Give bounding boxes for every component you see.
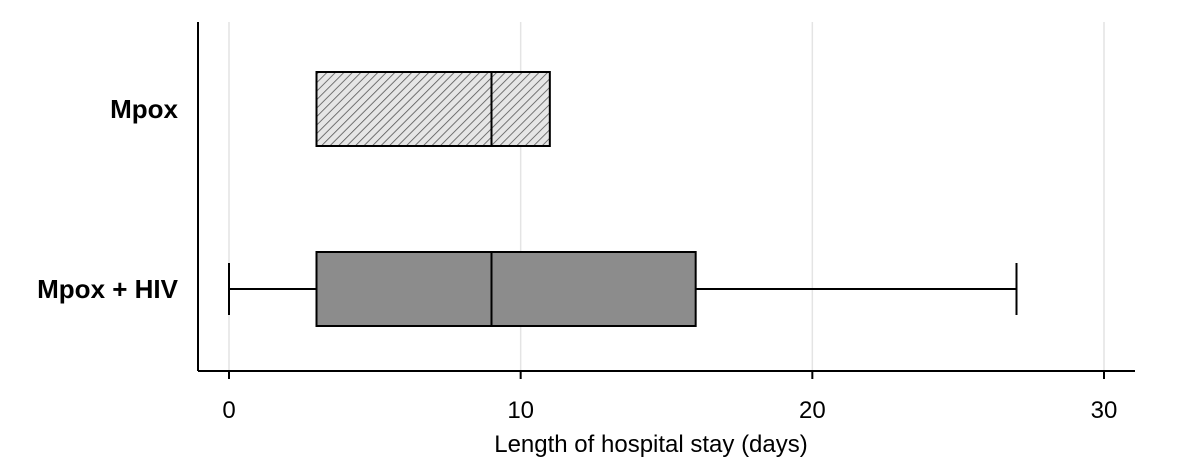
category-label-mpox-hiv: Mpox + HIV	[37, 274, 179, 304]
box-mpox	[315, 71, 551, 147]
x-axis-title: Length of hospital stay (days)	[494, 431, 808, 458]
iqr-box-mpox-hiv	[315, 251, 697, 327]
category-labels: Mpox Mpox + HIV	[37, 94, 179, 304]
x-tick-label-20: 20	[799, 397, 826, 424]
iqr-box-mpox	[315, 71, 551, 147]
boxes	[228, 71, 1018, 327]
x-tick-label-30: 30	[1091, 397, 1118, 424]
category-label-mpox: Mpox	[110, 94, 178, 124]
axes	[197, 22, 1135, 372]
x-axis-ticks: 0 10 20 30	[222, 371, 1117, 424]
box-mpox-hiv	[228, 251, 1018, 327]
x-tick-label-10: 10	[507, 397, 534, 424]
x-tick-label-0: 0	[222, 397, 235, 424]
